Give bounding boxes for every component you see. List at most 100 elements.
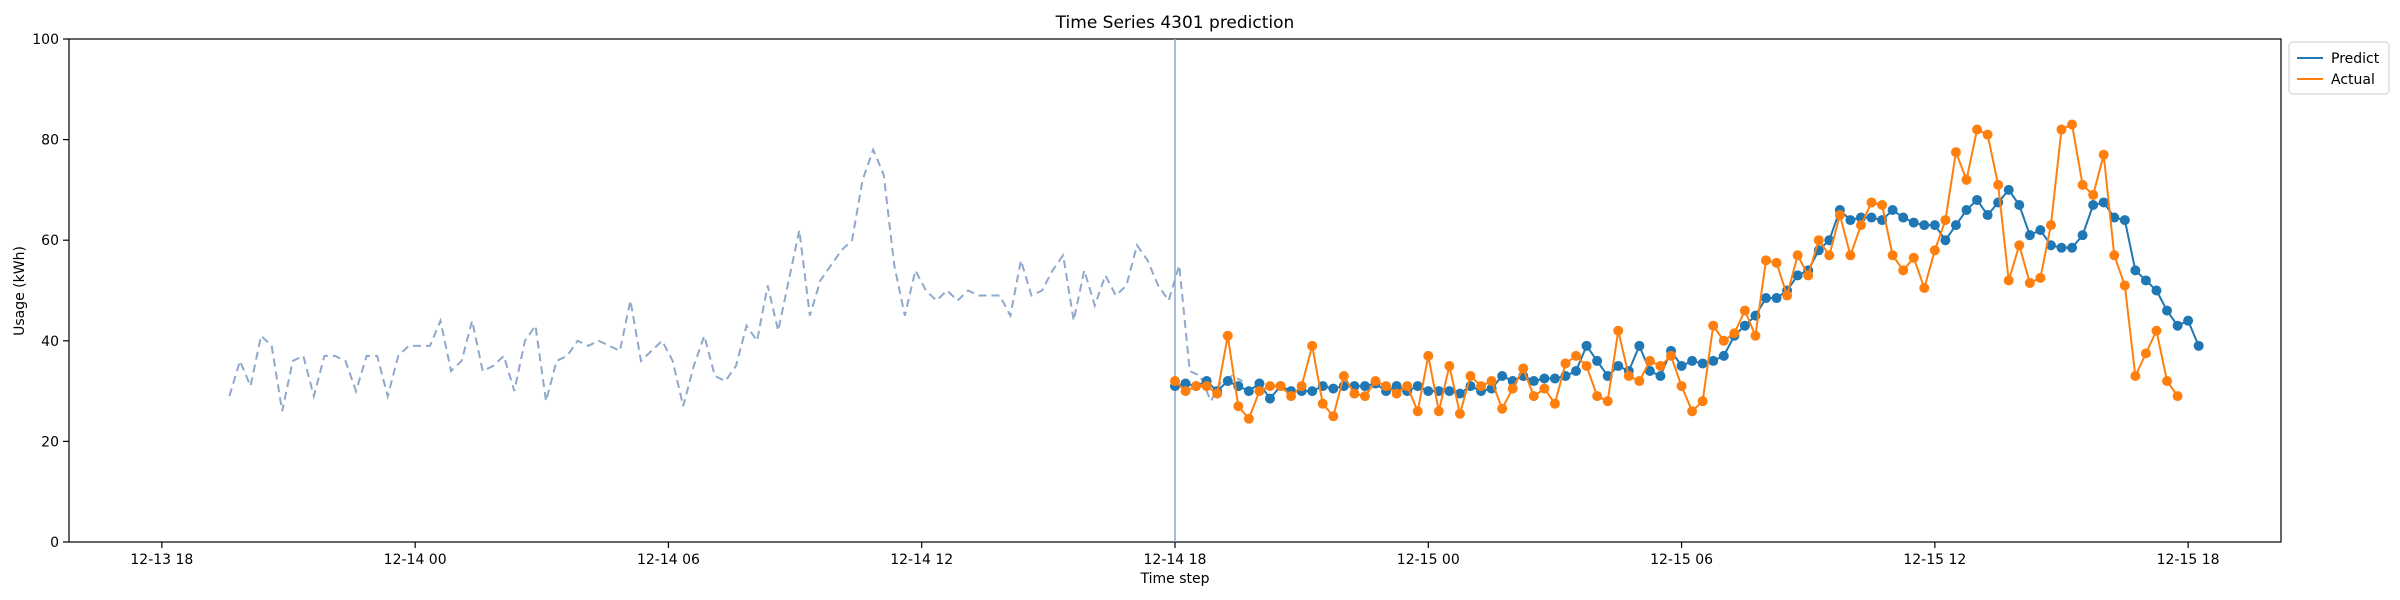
y-axis-label: Usage (kWh) bbox=[12, 246, 28, 336]
predict-point bbox=[2035, 225, 2046, 236]
actual-point bbox=[1919, 282, 1930, 293]
actual-point bbox=[2056, 124, 2067, 135]
actual-point bbox=[1972, 124, 1983, 135]
actual-point bbox=[1528, 391, 1539, 402]
actual-point bbox=[2067, 119, 2078, 130]
actual-point bbox=[1782, 290, 1793, 301]
predict-point bbox=[2109, 212, 2120, 223]
actual-point bbox=[1824, 250, 1835, 261]
predict-point bbox=[1792, 270, 1803, 281]
predict-point bbox=[1982, 210, 1993, 221]
actual-point bbox=[2014, 240, 2025, 251]
predict-point bbox=[2140, 275, 2151, 286]
x-tick-label: 12-14 06 bbox=[637, 552, 700, 568]
predict-point bbox=[1549, 373, 1560, 384]
predict-point bbox=[1644, 365, 1655, 376]
x-tick-label: 12-14 00 bbox=[384, 552, 447, 568]
actual-point bbox=[1233, 401, 1244, 412]
x-tick-label: 12-14 12 bbox=[890, 552, 953, 568]
actual-point bbox=[2035, 272, 2046, 283]
x-tick-label: 12-15 06 bbox=[1650, 552, 1713, 568]
actual-point bbox=[1328, 411, 1339, 422]
predict-point bbox=[1391, 381, 1402, 392]
actual-point bbox=[1623, 371, 1634, 382]
actual-point bbox=[1602, 396, 1613, 407]
predict-point bbox=[1423, 386, 1434, 397]
predict-point bbox=[1655, 371, 1666, 382]
predict-point bbox=[1687, 355, 1698, 366]
actual-point bbox=[1433, 406, 1444, 417]
predict-point bbox=[1708, 355, 1719, 366]
predict-point bbox=[2014, 199, 2025, 210]
actual-point bbox=[1391, 388, 1402, 399]
predict-point bbox=[1359, 381, 1370, 392]
actual-point bbox=[1349, 388, 1360, 399]
actual-point bbox=[1803, 270, 1814, 281]
predict-point bbox=[1243, 386, 1254, 397]
actual-point bbox=[1243, 413, 1254, 424]
actual-point bbox=[1317, 398, 1328, 409]
actual-point bbox=[1338, 371, 1349, 382]
actual-point bbox=[1940, 215, 1951, 226]
actual-point bbox=[2098, 149, 2109, 160]
predict-point bbox=[1887, 205, 1898, 216]
y-tick-label: 100 bbox=[32, 32, 59, 48]
actual-point bbox=[1222, 330, 1233, 341]
actual-point bbox=[1961, 174, 1972, 185]
actual-point bbox=[1454, 408, 1465, 419]
predict-point bbox=[1961, 205, 1972, 216]
actual-point bbox=[1286, 391, 1297, 402]
actual-point bbox=[2088, 189, 2099, 200]
predict-point bbox=[2056, 242, 2067, 253]
actual-point bbox=[1307, 340, 1318, 351]
predict-point bbox=[1539, 373, 1550, 384]
predict-point bbox=[2119, 215, 2130, 226]
actual-point bbox=[1708, 320, 1719, 331]
x-axis-label: Time step bbox=[1140, 571, 1210, 587]
predict-point bbox=[1950, 220, 1961, 231]
predict-point bbox=[1634, 340, 1645, 351]
actual-point bbox=[1412, 406, 1423, 417]
actual-point bbox=[1929, 245, 1940, 256]
y-tick-label: 20 bbox=[41, 434, 59, 450]
y-tick-label: 0 bbox=[50, 535, 59, 551]
predict-point bbox=[1528, 376, 1539, 387]
actual-point bbox=[2024, 277, 2035, 288]
actual-point bbox=[1264, 381, 1275, 392]
actual-point bbox=[1655, 360, 1666, 371]
actual-point bbox=[1792, 250, 1803, 261]
actual-point bbox=[2172, 391, 2183, 402]
actual-point bbox=[1834, 210, 1845, 221]
predict-point bbox=[1993, 197, 2004, 208]
actual-point bbox=[1539, 383, 1550, 394]
actual-point bbox=[1898, 265, 1909, 276]
predict-point bbox=[1592, 355, 1603, 366]
predict-point bbox=[1972, 194, 1983, 205]
actual-point bbox=[1718, 335, 1729, 346]
actual-point bbox=[1993, 179, 2004, 190]
predict-point bbox=[1497, 371, 1508, 382]
actual-point bbox=[1254, 386, 1265, 397]
actual-point bbox=[2119, 280, 2130, 291]
predict-point bbox=[1718, 350, 1729, 361]
actual-point bbox=[2077, 179, 2088, 190]
predict-point bbox=[2151, 285, 2162, 296]
actual-point bbox=[1381, 381, 1392, 392]
actual-point bbox=[1359, 391, 1370, 402]
actual-point bbox=[1549, 398, 1560, 409]
actual-point bbox=[1275, 381, 1286, 392]
actual-point bbox=[1296, 381, 1307, 392]
actual-point bbox=[1212, 388, 1223, 399]
predict-point bbox=[2045, 240, 2056, 251]
predict-point bbox=[2172, 320, 2183, 331]
actual-line bbox=[1174, 123, 2179, 421]
actual-point bbox=[2162, 376, 2173, 387]
predict-line bbox=[1174, 188, 2200, 401]
chart-title: Time Series 4301 prediction bbox=[1055, 13, 1295, 33]
actual-point bbox=[1402, 381, 1413, 392]
legend: Predict Actual bbox=[2288, 41, 2390, 95]
predict-point bbox=[1866, 212, 1877, 223]
actual-point bbox=[2045, 220, 2056, 231]
predict-point bbox=[2077, 230, 2088, 241]
